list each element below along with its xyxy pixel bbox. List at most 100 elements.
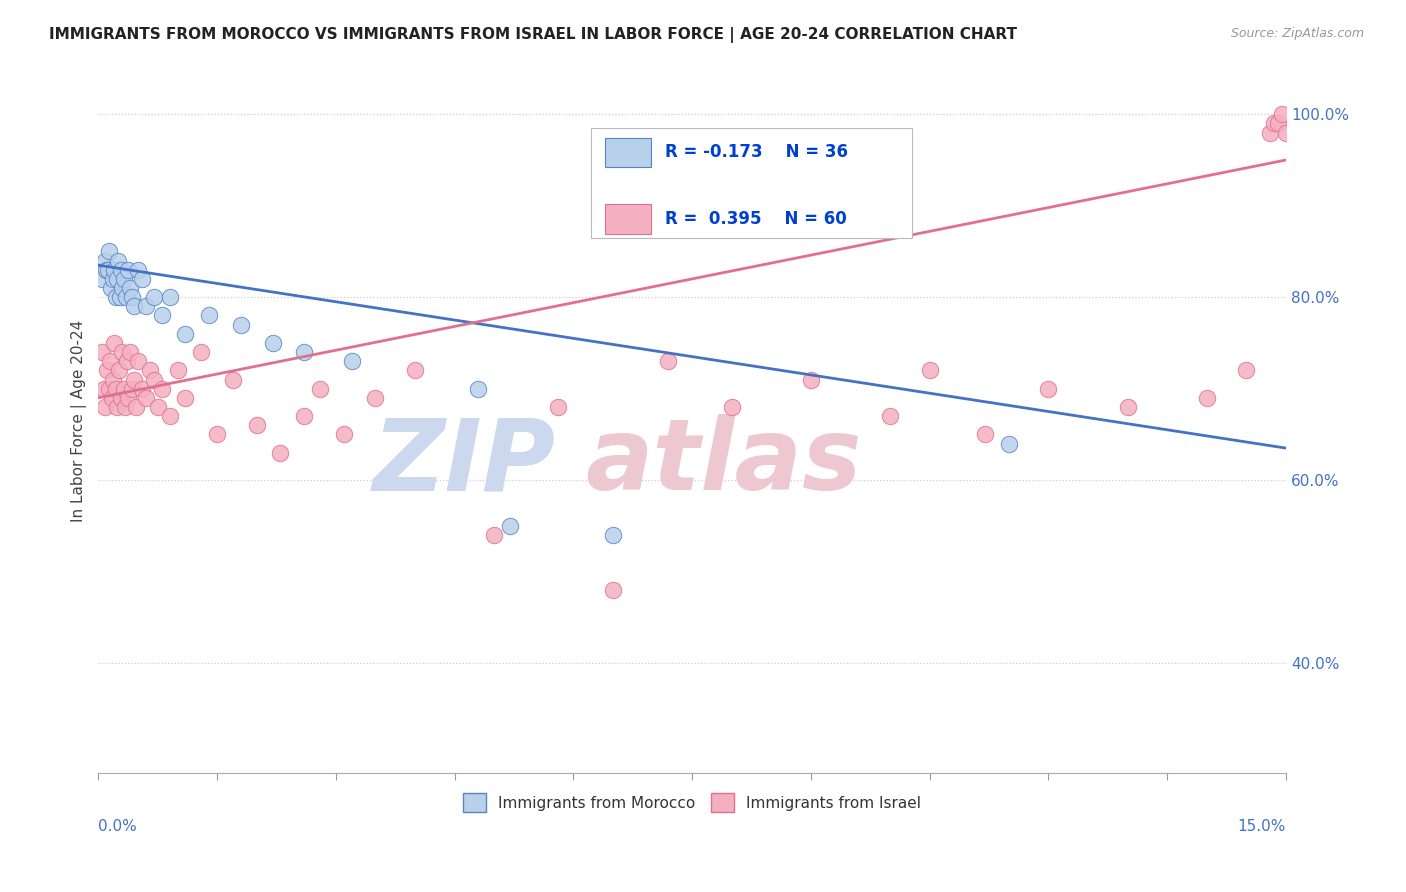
Point <box>1195 391 1218 405</box>
Point <box>292 345 315 359</box>
Point <box>1267 116 1289 130</box>
Y-axis label: In Labor Force | Age 20-24: In Labor Force | Age 20-24 <box>72 319 87 522</box>
Point <box>484 528 506 542</box>
Point <box>340 354 363 368</box>
Point <box>499 519 522 533</box>
Point <box>96 262 118 277</box>
Point <box>115 354 138 368</box>
Point <box>127 262 149 277</box>
Point <box>97 262 120 277</box>
Point <box>114 400 136 414</box>
Point <box>333 427 356 442</box>
Text: 0.0%: 0.0% <box>98 819 138 833</box>
Point <box>198 309 221 323</box>
Point <box>93 253 115 268</box>
Point <box>101 391 124 405</box>
Legend: Immigrants from Morocco, Immigrants from Israel: Immigrants from Morocco, Immigrants from… <box>457 787 927 818</box>
Point <box>122 372 145 386</box>
Point <box>121 382 143 396</box>
Point <box>364 391 387 405</box>
Point <box>174 391 197 405</box>
Point <box>139 363 162 377</box>
Point <box>262 335 284 350</box>
Point <box>91 345 114 359</box>
Point <box>131 382 153 396</box>
Point <box>974 427 997 442</box>
Point <box>117 391 139 405</box>
Point <box>150 309 173 323</box>
Point <box>110 391 132 405</box>
Point <box>1258 126 1281 140</box>
Point <box>205 427 228 442</box>
Point <box>104 290 127 304</box>
Point <box>101 272 124 286</box>
Point <box>1234 363 1257 377</box>
Point <box>131 272 153 286</box>
Point <box>125 400 148 414</box>
Point <box>112 272 135 286</box>
Point <box>918 363 941 377</box>
Point <box>110 262 132 277</box>
Text: Source: ZipAtlas.com: Source: ZipAtlas.com <box>1230 27 1364 40</box>
Point <box>104 382 127 396</box>
Point <box>142 372 165 386</box>
Point <box>105 400 128 414</box>
Point <box>121 290 143 304</box>
Point <box>98 354 121 368</box>
Point <box>222 372 245 386</box>
Point <box>118 345 141 359</box>
Point <box>159 409 181 423</box>
Point <box>800 372 823 386</box>
Point <box>229 318 252 332</box>
Point <box>1116 400 1139 414</box>
Text: R = -0.173    N = 36: R = -0.173 N = 36 <box>665 144 848 161</box>
Point <box>108 363 131 377</box>
Point <box>127 354 149 368</box>
Point <box>150 382 173 396</box>
Point <box>602 528 624 542</box>
Point <box>657 354 679 368</box>
Text: atlas: atlas <box>585 415 862 511</box>
Point <box>98 244 121 259</box>
Text: ZIP: ZIP <box>373 415 555 511</box>
Point <box>103 335 125 350</box>
Point <box>166 363 188 377</box>
FancyBboxPatch shape <box>606 204 651 234</box>
Point <box>135 391 157 405</box>
Point <box>1271 107 1294 121</box>
Point <box>720 400 742 414</box>
Point <box>103 372 125 386</box>
Point <box>404 363 426 377</box>
Point <box>879 409 901 423</box>
Point <box>93 382 115 396</box>
Point <box>146 400 169 414</box>
Point <box>97 382 120 396</box>
Point <box>142 290 165 304</box>
Point <box>135 299 157 313</box>
Point <box>118 281 141 295</box>
Point <box>159 290 181 304</box>
Point <box>111 281 134 295</box>
Text: 15.0%: 15.0% <box>1237 819 1286 833</box>
Point <box>190 345 212 359</box>
Point <box>112 382 135 396</box>
Point <box>246 418 269 433</box>
Point <box>117 262 139 277</box>
Point <box>602 582 624 597</box>
Point <box>1263 116 1285 130</box>
Point <box>309 382 332 396</box>
Point <box>107 253 129 268</box>
Point <box>547 400 569 414</box>
Text: R =  0.395    N = 60: R = 0.395 N = 60 <box>665 211 846 228</box>
Point <box>100 281 122 295</box>
Point <box>122 299 145 313</box>
Point <box>108 290 131 304</box>
Point <box>103 262 125 277</box>
Point <box>998 436 1021 450</box>
Point <box>91 272 114 286</box>
Point <box>467 382 489 396</box>
Point <box>115 290 138 304</box>
Point <box>1275 126 1298 140</box>
FancyBboxPatch shape <box>606 137 651 167</box>
Point <box>292 409 315 423</box>
